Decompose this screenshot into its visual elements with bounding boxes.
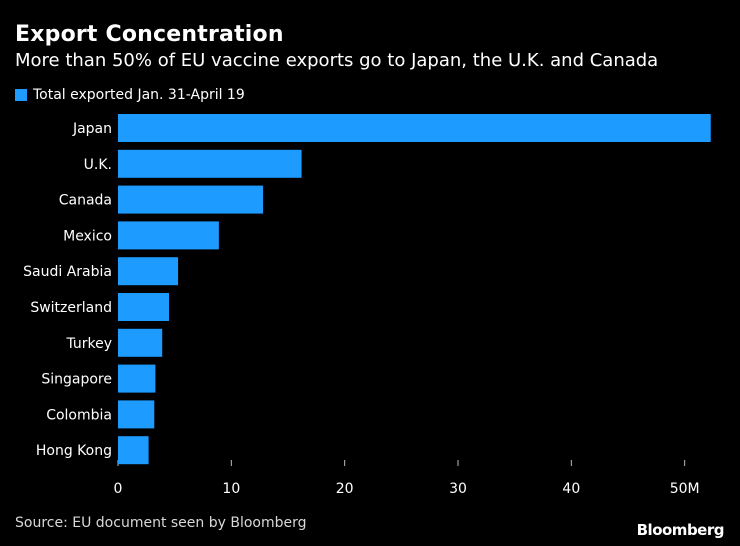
legend-label: Total exported Jan. 31-April 19 [33, 87, 245, 103]
bar-colombia [118, 400, 155, 429]
category-label: Switzerland [30, 300, 112, 316]
source-note: Source: EU document seen by Bloomberg [15, 515, 307, 531]
bar-u-k [118, 149, 302, 178]
bar-japan [118, 114, 711, 142]
x-tick-label: 50M [670, 481, 700, 497]
category-label: Singapore [41, 372, 112, 388]
category-label: Saudi Arabia [23, 264, 112, 280]
x-tick-label: 0 [114, 481, 123, 497]
category-label: Japan [72, 121, 112, 137]
category-label: Mexico [63, 228, 112, 244]
bar-turkey [118, 328, 163, 357]
bar-singapore [118, 364, 156, 393]
legend: Total exported Jan. 31-April 19 [15, 87, 245, 103]
x-tick-label: 20 [336, 481, 354, 497]
bar-hong-kong [118, 436, 149, 465]
bar-mexico [118, 221, 219, 250]
category-label: Colombia [46, 407, 112, 423]
x-tick-label: 40 [562, 481, 580, 497]
category-label: Canada [59, 193, 112, 209]
bar-switzerland [118, 293, 169, 321]
bar-canada [118, 185, 264, 214]
chart-subtitle: More than 50% of EU vaccine exports go t… [15, 50, 659, 71]
category-label: U.K. [84, 157, 112, 173]
category-label: Hong Kong [36, 443, 112, 459]
chart-title: Export Concentration [15, 22, 284, 47]
category-label: Turkey [65, 336, 112, 352]
bar-saudi-arabia [118, 257, 179, 286]
x-tick-label: 10 [222, 481, 240, 497]
x-tick-label: 30 [449, 481, 467, 497]
bloomberg-logo: Bloomberg [636, 521, 725, 539]
legend-swatch [15, 89, 27, 101]
